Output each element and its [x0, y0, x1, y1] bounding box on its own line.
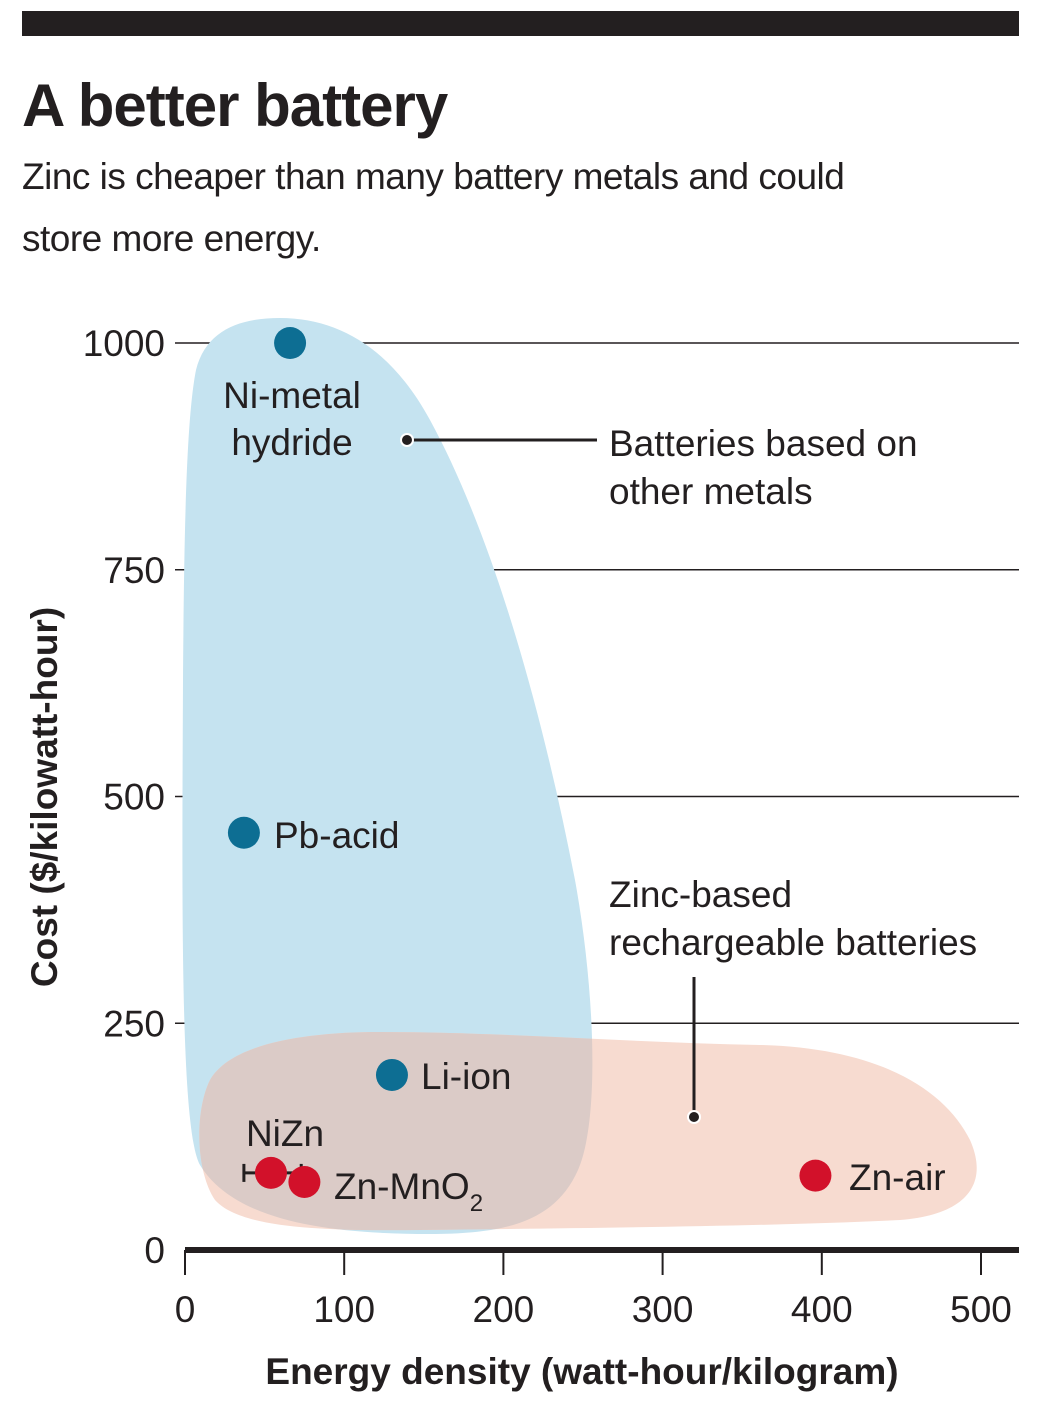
y-tick-label-250: 250	[103, 1003, 165, 1044]
annotation-other-metals: Batteries based on other metals	[609, 423, 918, 512]
label-zn-mno2: Zn-MnO2	[334, 1166, 483, 1217]
y-tick-label-750: 750	[103, 550, 165, 591]
x-ticks: 0 100 200 300 400 500	[175, 1250, 1012, 1330]
label-zn-air: Zn-air	[849, 1157, 946, 1198]
y-tick-label-1000: 1000	[83, 323, 165, 364]
x-tick-label-0: 0	[175, 1289, 196, 1330]
x-tick-label-400: 400	[791, 1289, 853, 1330]
annotation-zinc: Zinc-based rechargeable batteries	[609, 874, 977, 963]
other-metals-leader-dot	[400, 433, 414, 447]
y-axis-title: Cost ($/kilowatt-hour)	[24, 607, 65, 987]
label-zn-mno2-sub: 2	[470, 1190, 483, 1217]
label-ni-metal-hydride-line: Ni-metal	[223, 375, 361, 416]
annotation-line: other metals	[609, 471, 813, 512]
point-nizn	[254, 1156, 287, 1189]
subtitle-line: store more energy.	[22, 218, 321, 259]
y-tick-labels: 0 250 500 750 1000	[83, 323, 165, 1271]
subtitle-line: Zinc is cheaper than many battery metals…	[22, 156, 845, 197]
point-li-ion	[375, 1058, 408, 1091]
other-metals-region	[182, 318, 593, 1234]
point-zn-mno2	[288, 1165, 321, 1198]
chart-subtitle: Zinc is cheaper than many battery metals…	[22, 146, 1022, 270]
label-zn-mno2-main: Zn-MnO	[334, 1166, 470, 1207]
label-li-ion: Li-ion	[421, 1056, 512, 1097]
data-points	[227, 327, 832, 1198]
y-tick-label-500: 500	[103, 777, 165, 818]
x-tick-label-500: 500	[950, 1289, 1012, 1330]
x-axis-title: Energy density (watt-hour/kilogram)	[265, 1351, 898, 1392]
label-nizn: NiZn	[246, 1113, 324, 1154]
x-tick-label-300: 300	[632, 1289, 694, 1330]
point-pb-acid	[227, 816, 260, 849]
point-zn-air	[799, 1159, 832, 1192]
x-tick-label-100: 100	[313, 1289, 375, 1330]
y-tick-label-0: 0	[144, 1230, 165, 1271]
label-ni-metal-hydride-1: Ni-metal hydride	[223, 375, 361, 463]
zinc-leader-dot	[687, 1110, 701, 1124]
top-rule	[22, 11, 1019, 36]
annotation-line: Batteries based on	[609, 423, 918, 464]
x-tick-label-200: 200	[473, 1289, 535, 1330]
label-ni-metal-hydride-line: hydride	[231, 422, 352, 463]
annotation-line: Zinc-based	[609, 874, 792, 915]
point-ni-metal-hydride	[274, 327, 307, 359]
annotation-line: rechargeable batteries	[609, 922, 977, 963]
label-pb-acid: Pb-acid	[274, 815, 399, 856]
chart-title: A better battery	[22, 72, 448, 139]
